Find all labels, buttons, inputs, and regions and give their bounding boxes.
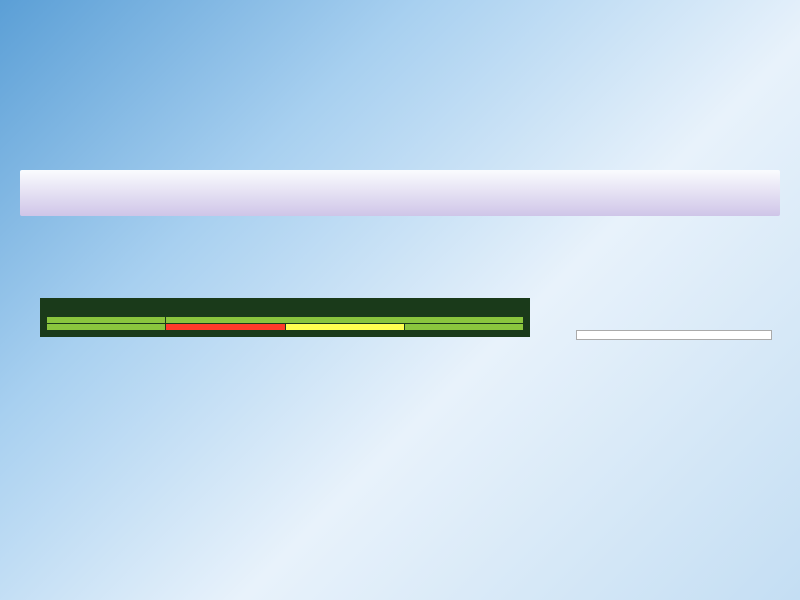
footer-atomic bbox=[285, 324, 404, 331]
footer-molecular bbox=[404, 324, 523, 331]
lattice-title bbox=[580, 334, 768, 336]
overlay-panel bbox=[20, 170, 780, 216]
intro-text bbox=[0, 16, 800, 22]
lattice-card bbox=[576, 330, 772, 340]
periodic-table-card bbox=[40, 298, 530, 337]
footer-metal bbox=[166, 324, 285, 331]
slide-title bbox=[0, 0, 800, 16]
hdr-period bbox=[47, 317, 166, 324]
ptable bbox=[46, 316, 524, 331]
hdr-group bbox=[166, 317, 524, 324]
footer-label bbox=[47, 324, 166, 331]
